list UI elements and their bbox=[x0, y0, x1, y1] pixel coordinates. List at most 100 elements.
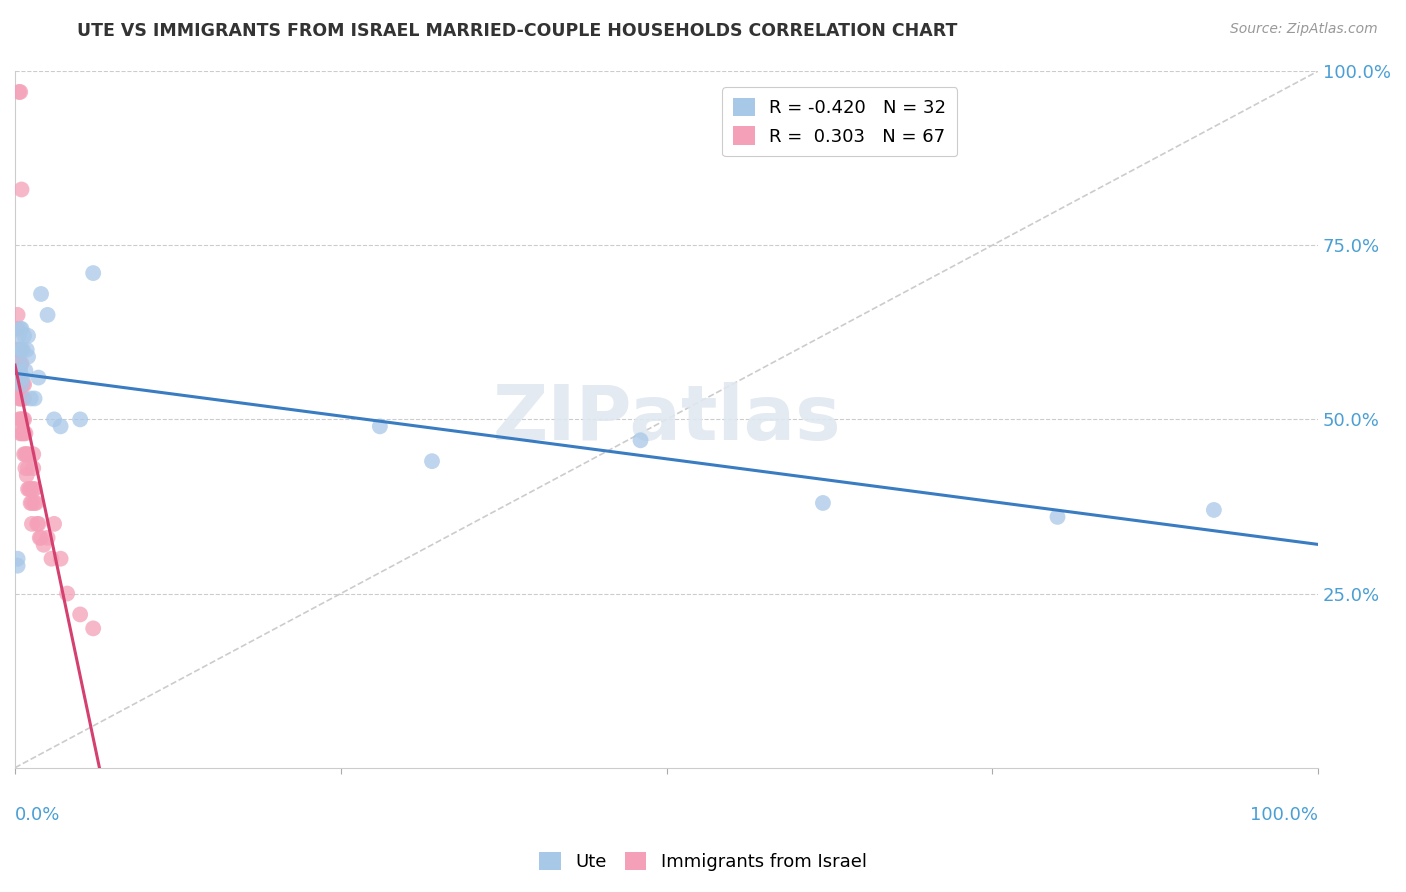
Point bbox=[7, 308, 30, 322]
Point bbox=[17, 350, 39, 364]
Point bbox=[69, 607, 91, 622]
Point bbox=[11, 377, 34, 392]
Point bbox=[7, 357, 30, 371]
Point bbox=[20, 482, 42, 496]
Point bbox=[22, 447, 45, 461]
Text: Source: ZipAtlas.com: Source: ZipAtlas.com bbox=[1230, 22, 1378, 37]
Point bbox=[56, 586, 79, 600]
Point bbox=[7, 392, 30, 406]
Point bbox=[11, 392, 34, 406]
Text: 0.0%: 0.0% bbox=[15, 806, 60, 824]
Point bbox=[27, 370, 49, 384]
Point bbox=[13, 426, 35, 441]
Point bbox=[10, 357, 32, 371]
Point bbox=[14, 461, 37, 475]
Point bbox=[10, 426, 32, 441]
Point bbox=[7, 377, 30, 392]
Text: ZIPatlas: ZIPatlas bbox=[492, 383, 841, 457]
Point bbox=[7, 558, 30, 573]
Point bbox=[8, 412, 31, 426]
Point bbox=[8, 343, 31, 357]
Point bbox=[20, 496, 42, 510]
Point bbox=[42, 516, 65, 531]
Text: UTE VS IMMIGRANTS FROM ISRAEL MARRIED-COUPLE HOUSEHOLDS CORRELATION CHART: UTE VS IMMIGRANTS FROM ISRAEL MARRIED-CO… bbox=[77, 22, 957, 40]
Point bbox=[7, 85, 30, 99]
Point bbox=[1202, 503, 1225, 517]
Point bbox=[37, 308, 59, 322]
Point bbox=[17, 461, 39, 475]
Point bbox=[7, 377, 30, 392]
Point bbox=[10, 182, 32, 196]
Point bbox=[30, 531, 52, 545]
Point bbox=[11, 343, 34, 357]
Point bbox=[49, 419, 72, 434]
Point bbox=[25, 516, 48, 531]
Point bbox=[28, 531, 51, 545]
Legend: Ute, Immigrants from Israel: Ute, Immigrants from Israel bbox=[531, 845, 875, 879]
Point bbox=[7, 363, 30, 377]
Point bbox=[14, 363, 37, 377]
Point bbox=[11, 370, 34, 384]
Point bbox=[7, 328, 30, 343]
Point bbox=[14, 447, 37, 461]
Point bbox=[1046, 509, 1069, 524]
Point bbox=[420, 454, 443, 468]
Point bbox=[42, 412, 65, 426]
Point bbox=[11, 412, 34, 426]
Point bbox=[13, 447, 35, 461]
Point bbox=[11, 426, 34, 441]
Point bbox=[7, 363, 30, 377]
Point bbox=[24, 392, 46, 406]
Point bbox=[8, 322, 31, 336]
Point bbox=[8, 343, 31, 357]
Point bbox=[32, 538, 55, 552]
Point bbox=[17, 447, 39, 461]
Point bbox=[811, 496, 834, 510]
Point bbox=[13, 328, 35, 343]
Point bbox=[24, 496, 46, 510]
Point bbox=[8, 426, 31, 441]
Point bbox=[10, 377, 32, 392]
Point bbox=[30, 287, 52, 301]
Point bbox=[8, 392, 31, 406]
Point bbox=[7, 322, 30, 336]
Point bbox=[368, 419, 391, 434]
Point bbox=[8, 363, 31, 377]
Point bbox=[7, 551, 30, 566]
Point bbox=[6, 343, 28, 357]
Point bbox=[21, 516, 44, 531]
Point bbox=[7, 343, 30, 357]
Point bbox=[27, 516, 49, 531]
Point bbox=[22, 461, 45, 475]
Point bbox=[13, 392, 35, 406]
Point bbox=[20, 392, 42, 406]
Point bbox=[69, 412, 91, 426]
Point bbox=[8, 357, 31, 371]
Point bbox=[24, 496, 46, 510]
Text: 100.0%: 100.0% bbox=[1250, 806, 1319, 824]
Point bbox=[13, 377, 35, 392]
Point bbox=[24, 482, 46, 496]
Point bbox=[82, 266, 104, 280]
Legend: R = -0.420   N = 32, R =  0.303   N = 67: R = -0.420 N = 32, R = 0.303 N = 67 bbox=[723, 87, 957, 156]
Point bbox=[7, 343, 30, 357]
Point bbox=[7, 412, 30, 426]
Point bbox=[14, 426, 37, 441]
Point bbox=[15, 343, 38, 357]
Point bbox=[17, 482, 39, 496]
Point bbox=[15, 447, 38, 461]
Point bbox=[18, 482, 41, 496]
Point bbox=[8, 85, 31, 99]
Point bbox=[41, 551, 63, 566]
Point bbox=[6, 363, 28, 377]
Point bbox=[82, 621, 104, 635]
Point bbox=[10, 322, 32, 336]
Point bbox=[10, 392, 32, 406]
Point bbox=[10, 343, 32, 357]
Point bbox=[8, 377, 31, 392]
Point bbox=[6, 377, 28, 392]
Point bbox=[15, 468, 38, 483]
Point bbox=[630, 434, 652, 448]
Point bbox=[10, 377, 32, 392]
Point bbox=[21, 496, 44, 510]
